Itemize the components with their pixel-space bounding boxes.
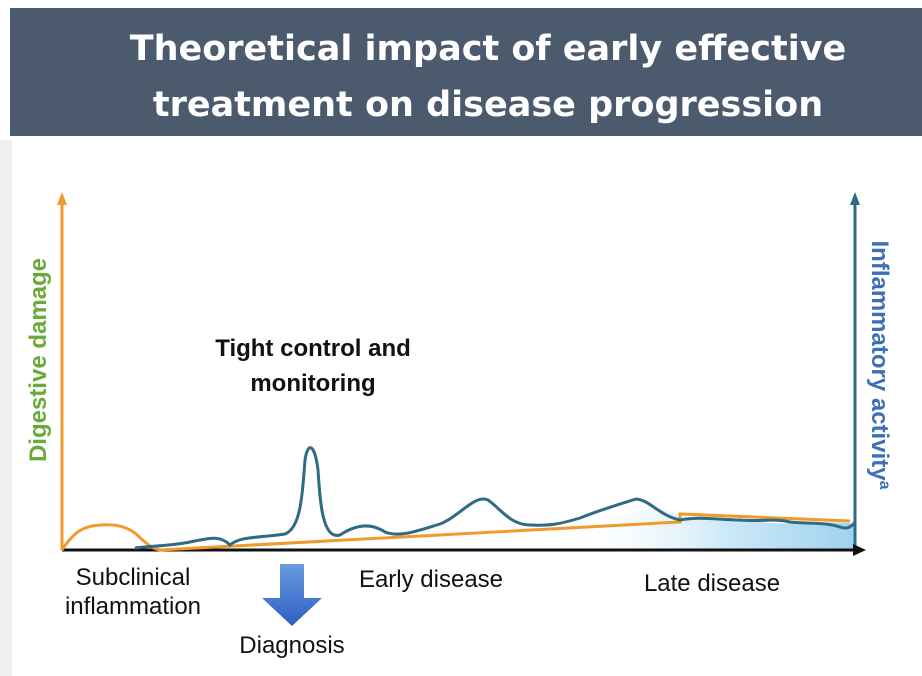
left-axis-arrow [57,192,67,205]
stage-label: Early disease [359,566,503,593]
side-shade [0,140,12,676]
stage-label: Subclinical [76,564,191,591]
annotation-line: monitoring [250,370,375,397]
header-bar [10,8,922,136]
diagnosis-arrow [262,564,322,626]
title-line: Theoretical impact of early effective [130,29,847,69]
left-axis-label: Digestive damage [25,258,52,462]
x-axis-arrow [853,544,866,556]
activity-area [560,509,855,550]
activity-curve [134,446,857,550]
damage-curve [60,512,851,552]
title-line: treatment on disease progression [153,85,823,125]
right-axis-label: Inflammatory activitya [866,241,893,490]
label-main: Inflammatory activity [866,241,893,482]
label-superscript: a [876,481,893,490]
stage-label: Late disease [644,570,780,597]
stage-label: inflammation [65,593,201,620]
right-axis-arrow [850,192,860,205]
annotation-line: Tight control and [215,335,411,362]
right-axis-label-text: Inflammatory activitya [866,241,893,490]
event-label: Diagnosis [239,632,344,659]
